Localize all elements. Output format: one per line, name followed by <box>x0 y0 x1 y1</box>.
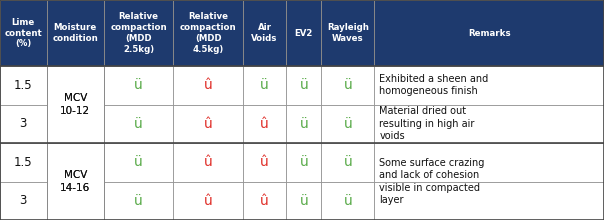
FancyBboxPatch shape <box>104 66 173 104</box>
Text: EV2: EV2 <box>295 29 313 37</box>
Text: Air
Voids: Air Voids <box>251 23 278 43</box>
Text: ü: ü <box>260 78 269 92</box>
FancyBboxPatch shape <box>243 143 286 182</box>
FancyBboxPatch shape <box>374 143 604 182</box>
Text: ü: ü <box>300 194 308 208</box>
FancyBboxPatch shape <box>243 182 286 220</box>
FancyBboxPatch shape <box>286 66 321 104</box>
FancyBboxPatch shape <box>173 182 243 220</box>
FancyBboxPatch shape <box>243 104 286 143</box>
FancyBboxPatch shape <box>47 143 104 220</box>
Text: û: û <box>204 78 213 92</box>
Text: ü: ü <box>344 78 352 92</box>
FancyBboxPatch shape <box>47 0 104 66</box>
FancyBboxPatch shape <box>374 0 604 66</box>
Text: ü: ü <box>344 117 352 131</box>
FancyBboxPatch shape <box>173 104 243 143</box>
Text: Relative
compaction
(MDD
4.5kg): Relative compaction (MDD 4.5kg) <box>180 12 236 54</box>
FancyBboxPatch shape <box>243 0 286 66</box>
Text: 1.5: 1.5 <box>14 156 33 169</box>
FancyBboxPatch shape <box>47 66 104 104</box>
Text: û: û <box>260 117 269 131</box>
FancyBboxPatch shape <box>47 143 104 182</box>
FancyBboxPatch shape <box>0 66 47 104</box>
Text: ü: ü <box>300 78 308 92</box>
FancyBboxPatch shape <box>173 66 243 104</box>
FancyBboxPatch shape <box>47 182 104 220</box>
Text: MCV
10-12: MCV 10-12 <box>60 93 90 116</box>
Text: 1.5: 1.5 <box>14 79 33 92</box>
FancyBboxPatch shape <box>104 104 173 143</box>
FancyBboxPatch shape <box>104 0 173 66</box>
FancyBboxPatch shape <box>286 0 321 66</box>
Text: MCV
10-12: MCV 10-12 <box>60 93 90 116</box>
Text: Material dried out
resulting in high air
voids: Material dried out resulting in high air… <box>379 106 475 141</box>
Text: û: û <box>260 155 269 169</box>
Text: Exhibited a sheen and
homogeneous finish: Exhibited a sheen and homogeneous finish <box>379 74 489 96</box>
Text: 3: 3 <box>19 194 27 207</box>
FancyBboxPatch shape <box>0 143 47 182</box>
FancyBboxPatch shape <box>104 143 173 182</box>
FancyBboxPatch shape <box>286 182 321 220</box>
FancyBboxPatch shape <box>173 0 243 66</box>
Text: ü: ü <box>134 155 143 169</box>
FancyBboxPatch shape <box>321 0 374 66</box>
Text: ü: ü <box>300 117 308 131</box>
Text: û: û <box>204 194 213 208</box>
Text: ü: ü <box>134 117 143 131</box>
Text: ü: ü <box>134 78 143 92</box>
Text: ü: ü <box>344 194 352 208</box>
Text: ü: ü <box>344 155 352 169</box>
FancyBboxPatch shape <box>321 182 374 220</box>
FancyBboxPatch shape <box>104 182 173 220</box>
FancyBboxPatch shape <box>0 182 47 220</box>
FancyBboxPatch shape <box>321 143 374 182</box>
FancyBboxPatch shape <box>374 104 604 143</box>
Text: û: û <box>204 117 213 131</box>
Text: Relative
compaction
(MDD
2.5kg): Relative compaction (MDD 2.5kg) <box>111 12 167 54</box>
Text: Moisture
condition: Moisture condition <box>53 23 98 43</box>
FancyBboxPatch shape <box>0 0 47 66</box>
Text: MCV
14-16: MCV 14-16 <box>60 170 91 193</box>
FancyBboxPatch shape <box>243 66 286 104</box>
FancyBboxPatch shape <box>321 104 374 143</box>
Text: 3: 3 <box>19 117 27 130</box>
Text: ü: ü <box>134 194 143 208</box>
Text: û: û <box>204 155 213 169</box>
FancyBboxPatch shape <box>286 143 321 182</box>
Text: ü: ü <box>300 155 308 169</box>
FancyBboxPatch shape <box>286 104 321 143</box>
FancyBboxPatch shape <box>0 104 47 143</box>
Text: Lime
content
(%): Lime content (%) <box>4 18 42 48</box>
FancyBboxPatch shape <box>173 143 243 182</box>
Text: Some surface crazing
and lack of cohesion
visible in compacted
layer: Some surface crazing and lack of cohesio… <box>379 158 484 205</box>
FancyBboxPatch shape <box>47 66 104 143</box>
FancyBboxPatch shape <box>321 66 374 104</box>
Text: Remarks: Remarks <box>468 29 510 37</box>
FancyBboxPatch shape <box>374 182 604 220</box>
Text: Rayleigh
Waves: Rayleigh Waves <box>327 23 369 43</box>
Text: MCV
14-16: MCV 14-16 <box>60 170 91 193</box>
Text: û: û <box>260 194 269 208</box>
FancyBboxPatch shape <box>47 104 104 143</box>
FancyBboxPatch shape <box>374 66 604 104</box>
